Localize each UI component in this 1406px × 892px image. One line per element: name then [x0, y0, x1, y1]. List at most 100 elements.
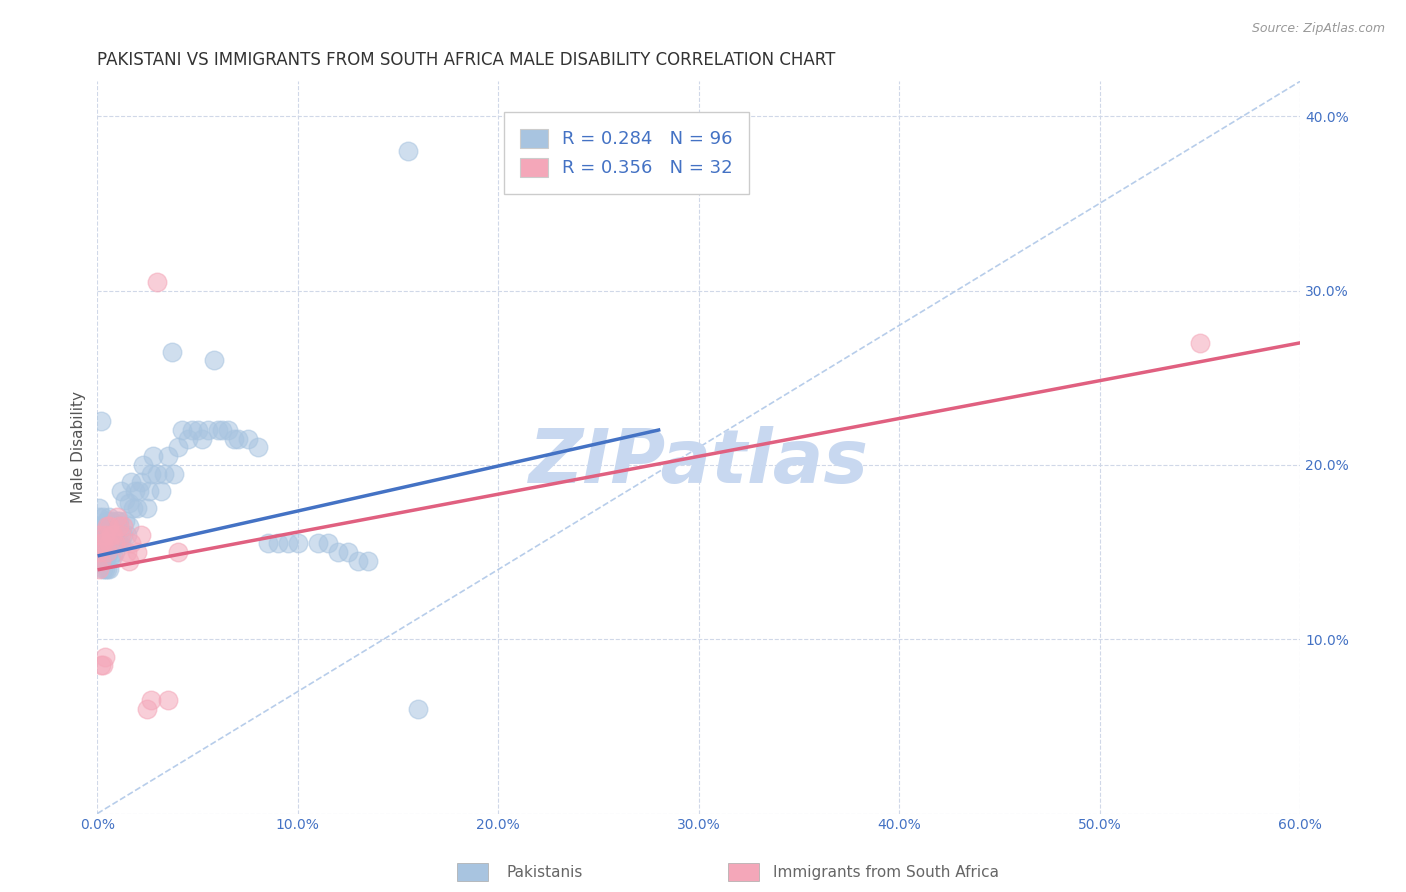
Point: [105, 514, 128, 528]
Point: [160, 344, 183, 359]
Y-axis label: Male Disability: Male Disability: [72, 392, 86, 503]
Point: [100, 514, 122, 528]
Point: [89, 527, 111, 541]
Point: [100, 527, 122, 541]
Point: [118, 519, 141, 533]
Point: [406, 702, 429, 716]
Point: [217, 423, 239, 437]
Point: [176, 432, 198, 446]
Point: [93, 510, 115, 524]
Point: [108, 514, 131, 528]
Point: [128, 483, 150, 498]
Text: Source: ZipAtlas.com: Source: ZipAtlas.com: [1251, 22, 1385, 36]
Point: [103, 549, 125, 563]
Point: [89, 519, 111, 533]
Point: [96, 545, 118, 559]
Point: [117, 527, 139, 541]
Point: [396, 144, 419, 158]
Point: [166, 545, 188, 559]
Point: [90, 414, 112, 428]
Point: [256, 536, 278, 550]
Point: [131, 527, 153, 541]
Point: [222, 432, 245, 446]
Point: [180, 423, 202, 437]
Point: [98, 510, 121, 524]
Point: [90, 554, 112, 568]
Point: [146, 275, 169, 289]
Point: [307, 536, 329, 550]
Text: ZIPatlas: ZIPatlas: [529, 425, 869, 499]
Point: [98, 545, 121, 559]
Point: [127, 545, 149, 559]
Text: Pakistanis: Pakistanis: [506, 865, 582, 880]
Point: [90, 554, 112, 568]
Point: [142, 449, 165, 463]
Point: [90, 536, 112, 550]
Point: [90, 527, 112, 541]
Point: [93, 536, 115, 550]
Point: [110, 527, 132, 541]
Point: [202, 353, 225, 368]
Point: [127, 501, 149, 516]
Point: [150, 483, 173, 498]
Point: [110, 483, 132, 498]
Point: [104, 519, 127, 533]
Point: [190, 432, 212, 446]
Point: [98, 527, 121, 541]
Point: [112, 519, 135, 533]
Point: [120, 536, 142, 550]
Point: [89, 501, 111, 516]
Point: [156, 693, 179, 707]
Point: [93, 527, 115, 541]
Point: [103, 519, 125, 533]
Point: [187, 423, 209, 437]
Point: [98, 519, 121, 533]
Point: [124, 483, 146, 498]
Point: [132, 458, 155, 472]
Point: [94, 536, 117, 550]
Point: [114, 492, 136, 507]
Point: [96, 514, 118, 528]
Point: [207, 423, 229, 437]
Point: [89, 554, 111, 568]
Point: [138, 483, 160, 498]
Text: Immigrants from South Africa: Immigrants from South Africa: [773, 865, 1000, 880]
Point: [89, 562, 111, 576]
Point: [162, 467, 184, 481]
Point: [122, 501, 145, 516]
Point: [287, 536, 309, 550]
Point: [89, 527, 111, 541]
Point: [117, 545, 139, 559]
Point: [146, 467, 169, 481]
Point: [93, 658, 115, 673]
Point: [94, 562, 117, 576]
Point: [96, 531, 118, 545]
Point: [89, 545, 111, 559]
Point: [267, 536, 290, 550]
Point: [90, 549, 112, 563]
Point: [89, 545, 111, 559]
Point: [347, 554, 370, 568]
Point: [316, 536, 339, 550]
Point: [98, 536, 121, 550]
Point: [90, 545, 112, 559]
Point: [141, 467, 163, 481]
Point: [93, 562, 115, 576]
Point: [103, 536, 125, 550]
Point: [141, 693, 163, 707]
Point: [89, 510, 111, 524]
Point: [105, 536, 128, 550]
Point: [96, 549, 118, 563]
Point: [114, 514, 136, 528]
Point: [93, 536, 115, 550]
Point: [90, 536, 112, 550]
Point: [94, 649, 117, 664]
Point: [94, 549, 117, 563]
Point: [118, 554, 141, 568]
Point: [110, 536, 132, 550]
Point: [336, 545, 359, 559]
Point: [108, 519, 131, 533]
Point: [1188, 335, 1211, 350]
Point: [226, 432, 249, 446]
Point: [100, 531, 122, 545]
